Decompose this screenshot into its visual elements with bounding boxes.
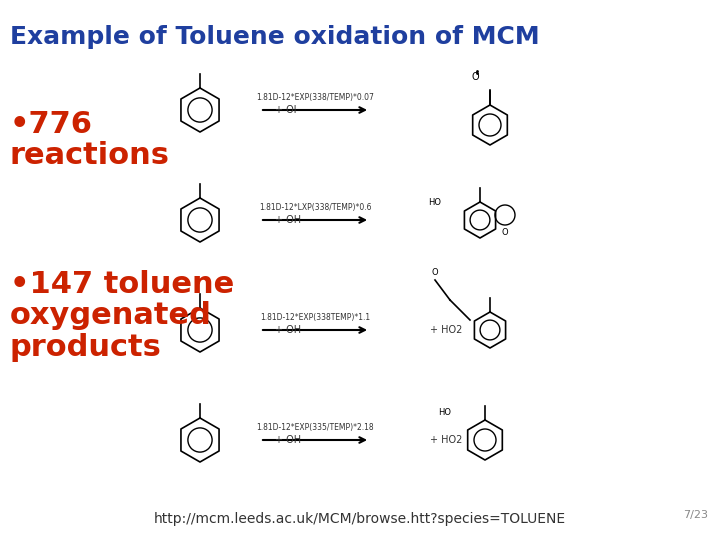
Text: + OH: + OH bbox=[275, 215, 301, 225]
Text: •147 toluene
oxygenated
products: •147 toluene oxygenated products bbox=[10, 270, 234, 362]
Text: •776
reactions: •776 reactions bbox=[10, 110, 170, 170]
Text: O: O bbox=[432, 268, 438, 277]
Text: 1.81D-12*EXP(335/TEMP)*2.18: 1.81D-12*EXP(335/TEMP)*2.18 bbox=[256, 423, 374, 432]
Text: + OH: + OH bbox=[275, 325, 301, 335]
Text: + HO2: + HO2 bbox=[430, 325, 462, 335]
Text: O: O bbox=[502, 228, 508, 237]
Text: Example of Toluene oxidation of MCM: Example of Toluene oxidation of MCM bbox=[10, 25, 539, 49]
Text: + OH: + OH bbox=[275, 435, 301, 445]
Text: 1.81D-12*LXP(338/TEMP)*0.6: 1.81D-12*LXP(338/TEMP)*0.6 bbox=[258, 203, 372, 212]
Text: HO: HO bbox=[428, 198, 441, 207]
Text: + HO2: + HO2 bbox=[430, 435, 462, 445]
Text: 7/23: 7/23 bbox=[683, 510, 708, 520]
Text: HO: HO bbox=[438, 408, 451, 417]
Text: 1.81D-12*EXP(338TEMP)*1.1: 1.81D-12*EXP(338TEMP)*1.1 bbox=[260, 313, 370, 322]
Text: http://mcm.leeds.ac.uk/MCM/browse.htt?species=TOLUENE: http://mcm.leeds.ac.uk/MCM/browse.htt?sp… bbox=[154, 512, 566, 526]
Text: 1.81D-12*EXP(338/TEMP)*0.07: 1.81D-12*EXP(338/TEMP)*0.07 bbox=[256, 93, 374, 102]
Text: O: O bbox=[471, 72, 479, 82]
Text: + Ol: + Ol bbox=[275, 105, 297, 115]
